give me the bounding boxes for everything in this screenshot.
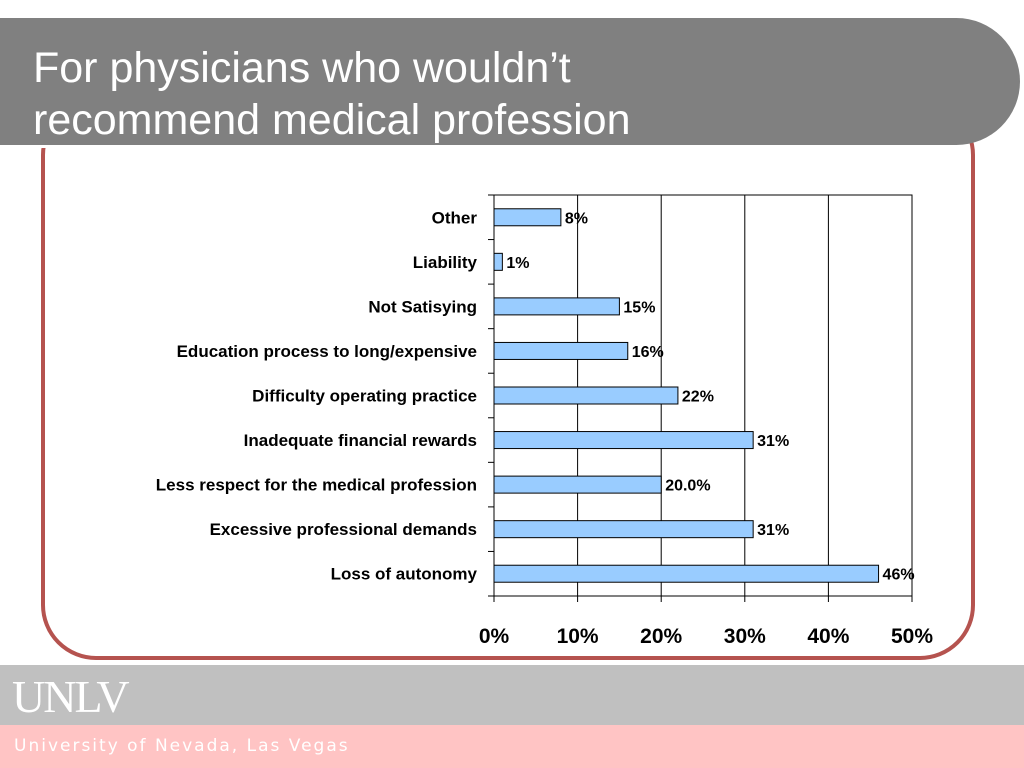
category-label: Excessive professional demands — [210, 520, 477, 539]
data-label: 46% — [883, 567, 915, 584]
x-tick-label: 50% — [891, 625, 933, 648]
category-label: Less respect for the medical profession — [156, 476, 477, 495]
data-label: 20.0% — [665, 478, 710, 495]
x-tick-label: 10% — [557, 625, 599, 648]
unlv-logo: UNLV — [12, 671, 130, 722]
title-underline — [0, 145, 904, 148]
bar — [493, 297, 620, 316]
data-label: 22% — [682, 389, 714, 406]
category-label: Inadequate financial rewards — [244, 431, 477, 450]
x-tick-label: 0% — [479, 625, 510, 648]
category-label: Education process to long/expensive — [177, 342, 477, 361]
category-label: Not Satisying — [368, 297, 477, 316]
category-label: Liability — [413, 253, 478, 272]
data-label: 8% — [565, 210, 588, 227]
x-tick-label: 20% — [640, 625, 682, 648]
x-tick-label: 40% — [807, 625, 849, 648]
data-label: 31% — [757, 522, 789, 539]
bar — [493, 252, 503, 271]
footer-name-band — [0, 725, 1024, 768]
footer-logo-band — [0, 665, 1024, 725]
bar — [493, 564, 880, 583]
category-label: Loss of autonomy — [331, 565, 478, 584]
bar — [493, 520, 754, 539]
bar — [493, 341, 629, 360]
bar-chart: 0% 10% 20% 30% 40% 50% Other 8% Liability 1% Not S… — [156, 194, 933, 648]
x-tick-label: 30% — [724, 625, 766, 648]
data-label: 31% — [757, 433, 789, 450]
data-label: 1% — [506, 255, 529, 272]
bar — [493, 208, 562, 227]
category-label: Difficulty operating practice — [252, 387, 477, 406]
slide-title: For physicians who wouldn’t recommend me… — [33, 42, 631, 146]
category-label: Other — [432, 208, 478, 227]
slide-title-line-1: For physicians who wouldn’t — [33, 44, 571, 92]
bar — [493, 431, 754, 450]
slide-title-line-2: recommend medical profession — [33, 96, 631, 144]
bar — [493, 386, 679, 405]
university-name: University of Nevada, Las Vegas — [14, 736, 350, 756]
data-label: 16% — [632, 344, 664, 361]
data-label: 15% — [623, 299, 655, 316]
bar — [493, 475, 662, 494]
title-bar: For physicians who wouldn’t recommend me… — [0, 18, 1020, 148]
